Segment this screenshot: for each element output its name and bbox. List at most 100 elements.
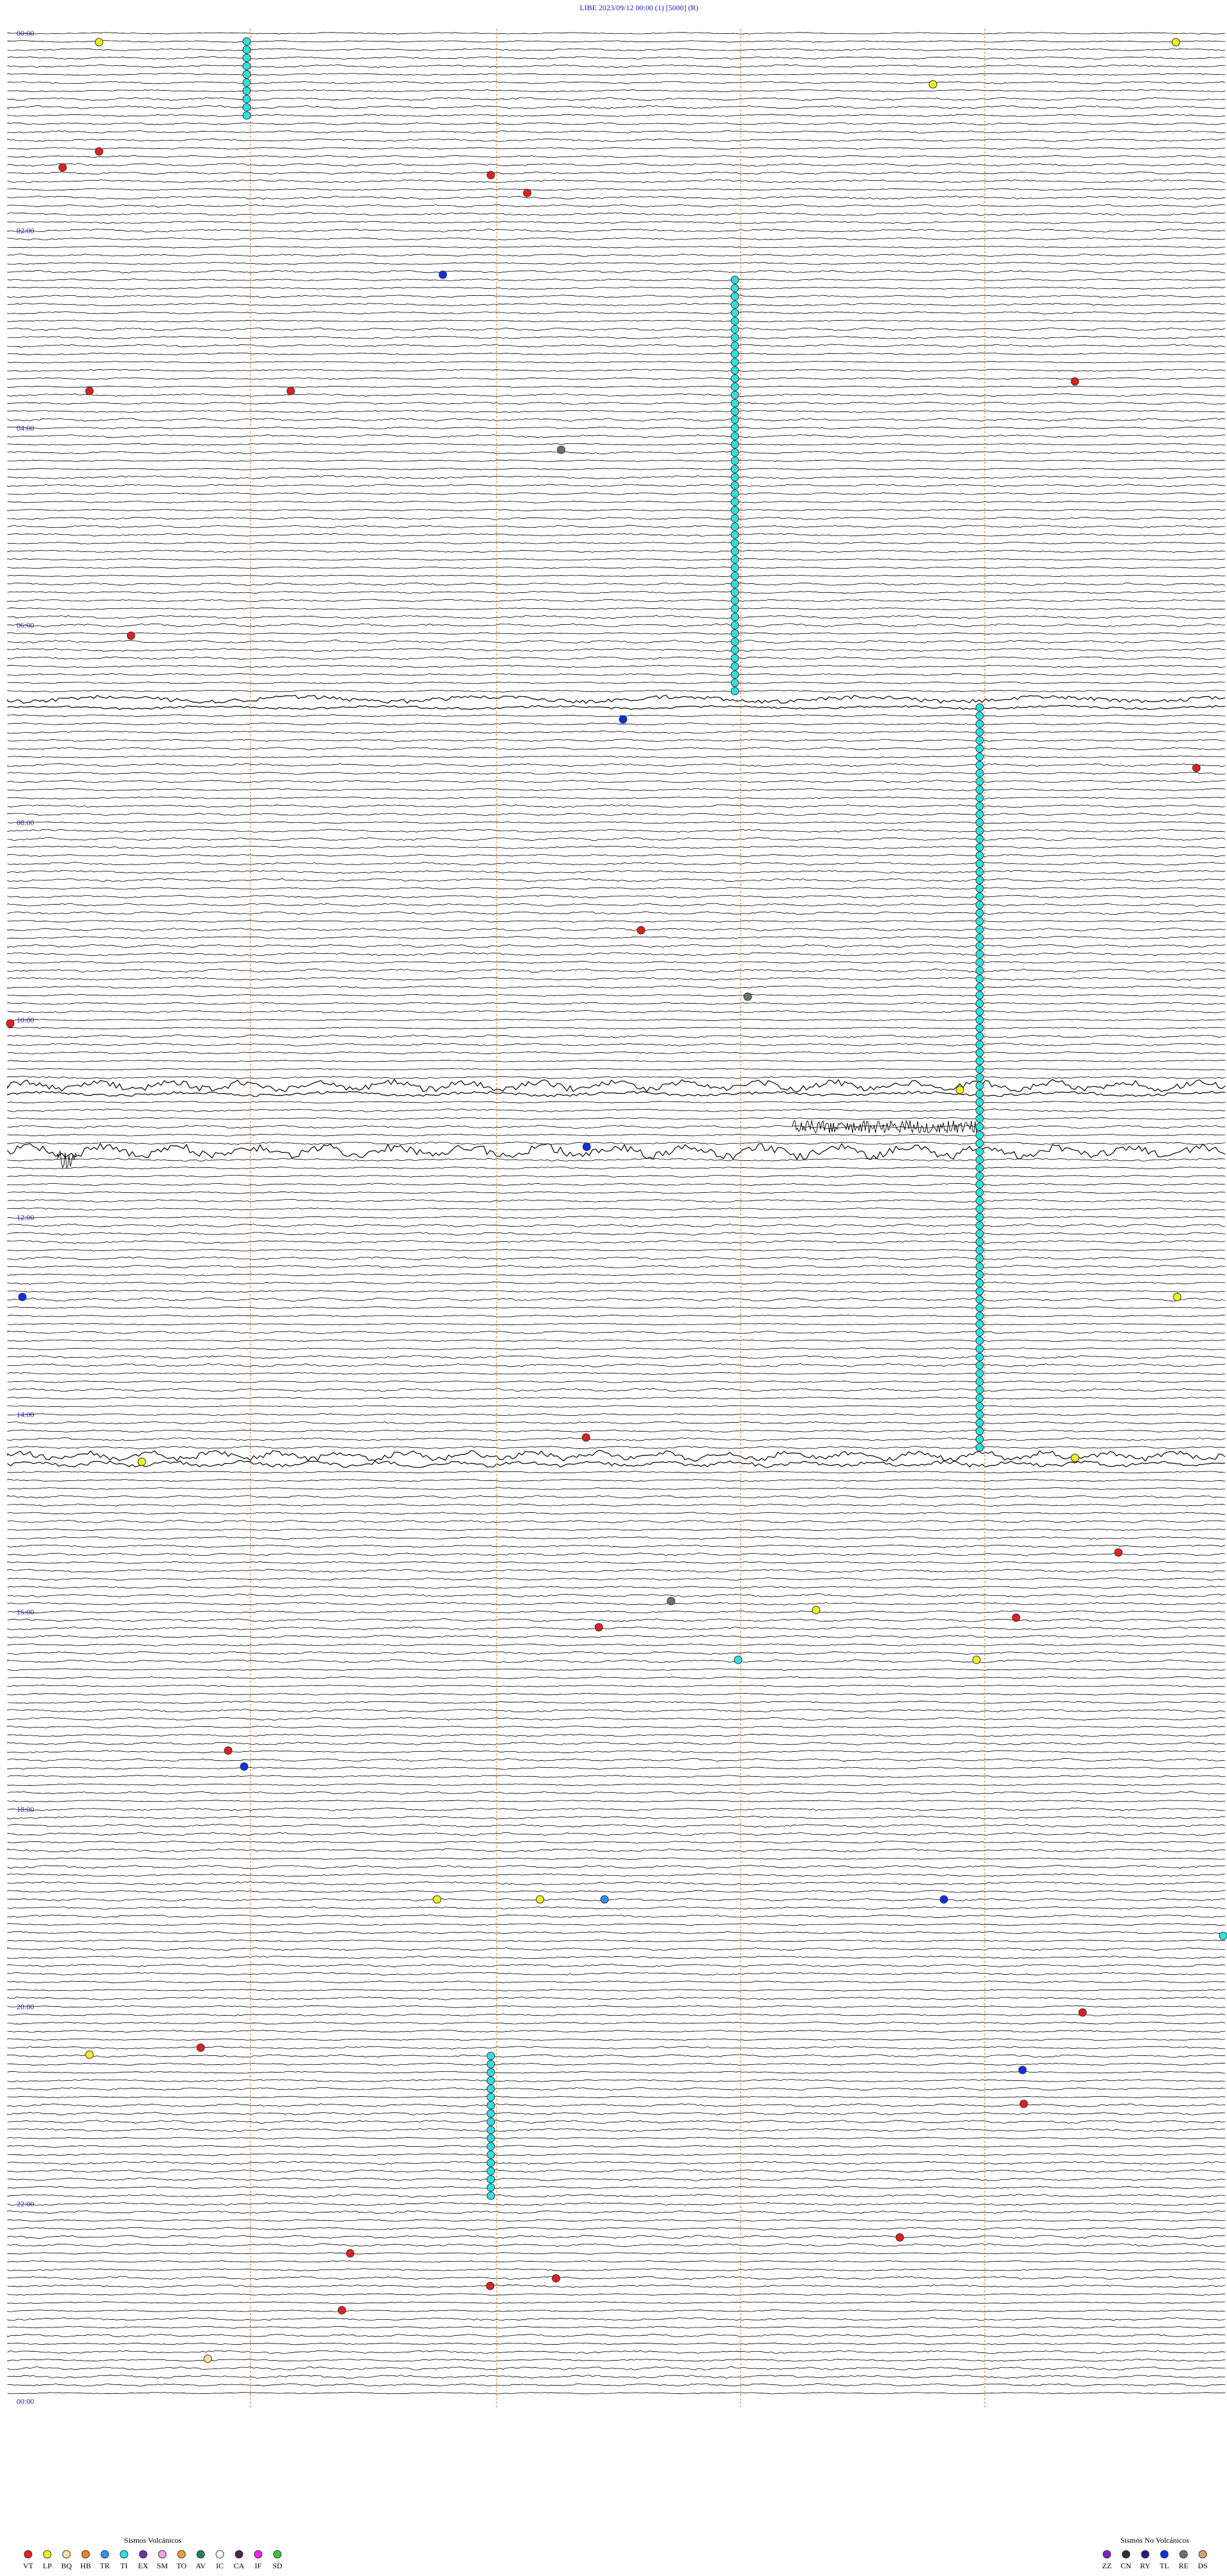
trace [7,270,1226,273]
trace [7,1450,1226,1462]
trace [7,1051,1226,1055]
trace [7,1232,1226,1236]
trace [7,1972,1226,1975]
trace [7,114,1226,118]
trace [7,1775,1226,1778]
trace [7,574,1226,578]
event-marker [975,1015,984,1024]
legend-swatch [196,2550,205,2559]
legend-swatch [1198,2550,1207,2559]
trace [7,1487,1226,1490]
trace [7,2268,1226,2271]
trace [7,1618,1226,1622]
trace [7,2293,1226,2296]
trace [7,2096,1226,2099]
trace [7,212,1226,217]
trace [7,1043,1226,1046]
event-marker [975,1040,984,1049]
event-marker [975,1262,984,1271]
trace [7,1347,1226,1351]
trace [7,1512,1226,1515]
event-marker [975,1246,984,1255]
trace [7,2366,1226,2371]
trace [7,1997,1226,2000]
event-marker [975,958,984,967]
hour-label: 08:00 [17,818,34,827]
trace [7,1939,1226,1942]
event-marker [1219,1931,1227,1940]
trace [7,1273,1226,1276]
trace [7,1256,1226,1261]
trace [7,2391,1226,2395]
trace [7,96,1226,101]
trace [7,1931,1226,1935]
legend-swatch [24,2550,33,2559]
trace [7,509,1226,512]
trace [7,1544,1226,1548]
event-marker [667,1597,675,1606]
event-marker [486,2051,495,2060]
events [6,37,1227,2363]
event-marker [975,1008,984,1016]
event-marker [975,1138,984,1147]
trace [7,813,1226,816]
event-marker [730,333,739,342]
trace [7,1075,1226,1079]
trace [7,1659,1226,1664]
trace [7,1668,1226,1671]
event-marker [730,349,739,358]
event-marker [975,991,984,1000]
trace [7,2145,1226,2148]
event-marker [438,270,447,279]
trace [7,295,1226,298]
event-marker [975,933,984,942]
legend-swatch [177,2550,186,2559]
trace [7,903,1226,907]
event-marker [95,147,104,156]
event-marker [895,2233,904,2242]
trace [7,122,1226,125]
trace [7,541,1226,544]
event-marker [486,2101,495,2110]
trace [7,1848,1226,1853]
event-marker [730,596,739,605]
event-marker [486,2183,495,2192]
hour-label: 18:00 [17,1805,34,1814]
event-marker [743,992,752,1001]
event-marker [242,45,251,54]
trace [7,311,1226,314]
event-marker [242,78,251,87]
event-marker [486,2191,495,2200]
legend-code: AV [196,2561,206,2570]
trace [7,1726,1226,1729]
trace [7,2112,1226,2115]
legend-swatch [1122,2550,1131,2559]
event-marker [127,631,135,640]
trace [7,1009,1226,1014]
trace [7,1133,1226,1137]
trace [7,155,1226,158]
trace [7,2227,1225,2230]
event-marker [734,1655,743,1664]
event-marker [730,613,739,622]
trace [7,2038,1226,2041]
event-marker [975,917,984,926]
event-marker [224,1746,233,1755]
trace [7,2374,1225,2379]
trace [7,952,1226,956]
event-marker [975,1229,984,1238]
trace [7,1733,1226,1737]
event-marker [486,2117,495,2126]
trace [7,1651,1226,1655]
legend-swatch [235,2550,243,2559]
event-marker [730,440,739,448]
event-marker [975,826,984,835]
trace [7,615,1226,619]
event-marker [730,539,739,548]
trace [7,1306,1226,1309]
trace [7,1823,1226,1828]
event-marker [730,662,739,671]
trace [7,1216,1226,1219]
trace [7,878,1226,882]
event-marker [486,2060,495,2069]
